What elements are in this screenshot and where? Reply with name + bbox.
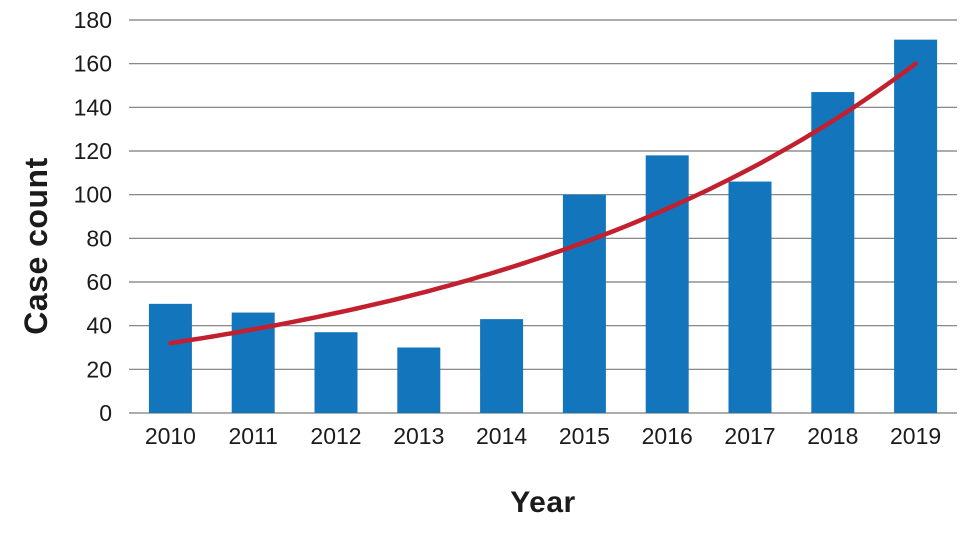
x-tick-label-2011: 2011 — [228, 423, 277, 449]
bar-2018 — [811, 92, 855, 414]
y-tick-label-160: 160 — [74, 51, 112, 77]
bar-2010 — [148, 303, 192, 413]
y-tick-label-120: 120 — [74, 138, 112, 164]
bar-2014 — [480, 319, 524, 413]
y-axis-title: Case count — [18, 157, 54, 335]
y-tick-label-100: 100 — [74, 182, 112, 208]
x-tick-label-2012: 2012 — [310, 423, 361, 449]
x-tick-label-2015: 2015 — [559, 423, 610, 449]
x-tick-label-2017: 2017 — [724, 423, 775, 449]
y-tick-label-60: 60 — [86, 269, 112, 295]
y-tick-label-40: 40 — [86, 313, 112, 339]
x-tick-label-2016: 2016 — [642, 423, 693, 449]
bar-2017 — [728, 181, 772, 413]
x-tick-label-2018: 2018 — [807, 423, 858, 449]
y-tick-label-20: 20 — [86, 356, 112, 382]
trend-line — [168, 61, 918, 346]
bar-2016 — [645, 155, 689, 413]
bar-2019 — [894, 39, 938, 414]
bar-2013 — [397, 347, 441, 413]
y-tick-label-80: 80 — [86, 225, 112, 251]
y-tick-label-140: 140 — [74, 94, 112, 120]
y-tick-label-0: 0 — [99, 400, 112, 426]
bar-2015 — [562, 194, 606, 413]
x-tick-label-2019: 2019 — [890, 423, 941, 449]
bar-2012 — [314, 332, 358, 413]
x-tick-label-2014: 2014 — [476, 423, 527, 449]
x-tick-label-2013: 2013 — [393, 423, 444, 449]
x-tick-label-2010: 2010 — [145, 423, 196, 449]
x-axis-title: Year — [510, 486, 576, 519]
y-tick-label-180: 180 — [74, 7, 112, 33]
